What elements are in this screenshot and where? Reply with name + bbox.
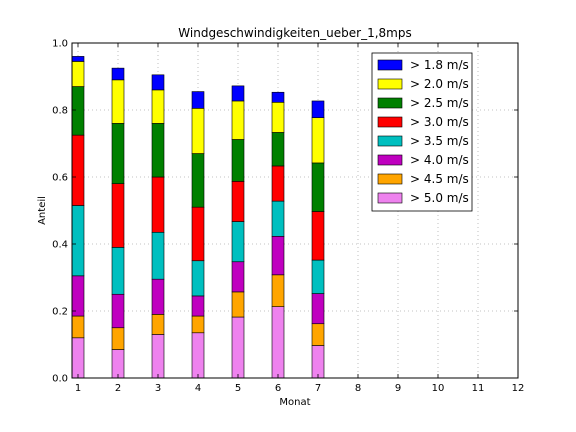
bars <box>71 56 325 379</box>
bar-segment <box>71 205 85 277</box>
bar-segment <box>151 74 165 91</box>
y-tick-label: 0.4 <box>52 240 68 251</box>
y-tick-label: 0.8 <box>52 106 68 117</box>
bar-segment <box>71 275 85 317</box>
bar-segment <box>191 206 205 262</box>
bar-segment <box>231 100 245 140</box>
x-tick-label: 4 <box>195 383 201 394</box>
bar-segment <box>311 259 325 294</box>
bar-segment <box>191 332 205 379</box>
y-tick-label: 0.0 <box>52 374 68 385</box>
legend: > 1.8 m/s > 2.0 m/s > 2.5 m/s > 3.0 m/s > 3.… <box>371 52 473 212</box>
bar-segment <box>151 176 165 233</box>
x-tick-label: 12 <box>512 383 525 394</box>
legend-swatch <box>377 78 403 90</box>
bar-segment <box>71 56 85 62</box>
bar-segment <box>231 221 245 263</box>
bar-segment <box>191 295 205 317</box>
bar-segment <box>191 108 205 154</box>
bar-segment <box>311 117 325 164</box>
y-axis-title: Anteil <box>37 196 48 225</box>
chart-title: Windgeschwindigkeiten_ueber_1,8mps <box>178 26 411 40</box>
bar-segment <box>271 132 285 167</box>
legend-label: > 4.5 m/s <box>410 172 469 186</box>
bar-segment <box>271 165 285 202</box>
bar-segment <box>271 235 285 276</box>
legend-label: > 3.5 m/s <box>410 134 469 148</box>
bar-segment <box>71 315 85 339</box>
bar-segment <box>271 200 285 237</box>
legend-swatch <box>377 173 403 185</box>
bar-segment <box>231 139 245 182</box>
x-tick-label: 1 <box>75 383 81 394</box>
bar-segment <box>271 91 285 103</box>
bar-segment <box>71 337 85 379</box>
bar-segment <box>271 274 285 307</box>
bar-segment <box>191 153 205 208</box>
x-tick-label: 8 <box>355 383 361 394</box>
bar-segment <box>191 315 205 334</box>
bar-segment <box>231 85 245 102</box>
legend-swatch <box>377 116 403 128</box>
legend-label: > 3.0 m/s <box>410 115 469 129</box>
legend-swatch <box>377 154 403 166</box>
x-tick-label: 7 <box>315 383 321 394</box>
bar-segment <box>191 260 205 297</box>
legend-swatch <box>377 135 403 147</box>
bar-segment <box>111 327 125 350</box>
bar-segment <box>231 261 245 293</box>
x-tick-label: 9 <box>395 383 401 394</box>
bar-segment <box>111 67 125 81</box>
bar-segment <box>231 316 245 379</box>
bar-segment <box>311 293 325 325</box>
legend-label: > 1.8 m/s <box>410 58 469 72</box>
legend-label: > 2.5 m/s <box>410 96 469 110</box>
axis-ticks: 1 2 3 4 5 6 7 8 9 10 11 120.00.20.40.60.81.0 <box>52 39 524 395</box>
y-tick-label: 0.2 <box>52 307 68 318</box>
legend-label: > 4.0 m/s <box>410 153 469 167</box>
bar-segment <box>111 349 125 379</box>
bar-segment <box>311 211 325 261</box>
bar-segment <box>151 89 165 124</box>
bar-segment <box>311 100 325 119</box>
plot-frame <box>71 42 519 379</box>
bar-segment <box>311 162 325 212</box>
bar-segment <box>71 86 85 136</box>
bar-segment <box>151 314 165 335</box>
bar-segment <box>271 101 285 133</box>
bar-segment <box>271 306 285 379</box>
x-tick-label: 5 <box>235 383 241 394</box>
bar-segment <box>111 247 125 295</box>
legend-swatch <box>377 97 403 109</box>
bar-segment <box>231 181 245 222</box>
y-tick-label: 0.6 <box>52 173 68 184</box>
bar-segment <box>111 293 125 329</box>
x-tick-label: 2 <box>115 383 121 394</box>
bar-segment <box>191 91 205 109</box>
bar-segment <box>151 334 165 379</box>
x-tick-label: 3 <box>155 383 161 394</box>
x-tick-label: 6 <box>275 383 281 394</box>
bar-segment <box>111 183 125 248</box>
bar-segment <box>151 231 165 280</box>
bar-segment <box>151 123 165 178</box>
bar-segment <box>71 134 85 206</box>
bar-segment <box>111 79 125 124</box>
bar-segment <box>311 345 325 379</box>
bar-segment <box>311 323 325 346</box>
x-tick-label: 10 <box>432 383 445 394</box>
x-tick-label: 11 <box>472 383 485 394</box>
y-tick-label: 1.0 <box>52 39 68 50</box>
x-axis-title: Monat <box>279 397 310 408</box>
legend-label: > 2.0 m/s <box>410 77 469 91</box>
bar-segment <box>231 291 245 318</box>
bar-segment <box>71 61 85 87</box>
legend-swatch <box>377 59 403 71</box>
legend-label: > 5.0 m/s <box>410 191 469 205</box>
bar-segment <box>111 123 125 185</box>
bar-segment <box>151 278 165 315</box>
legend-swatch <box>377 192 403 204</box>
